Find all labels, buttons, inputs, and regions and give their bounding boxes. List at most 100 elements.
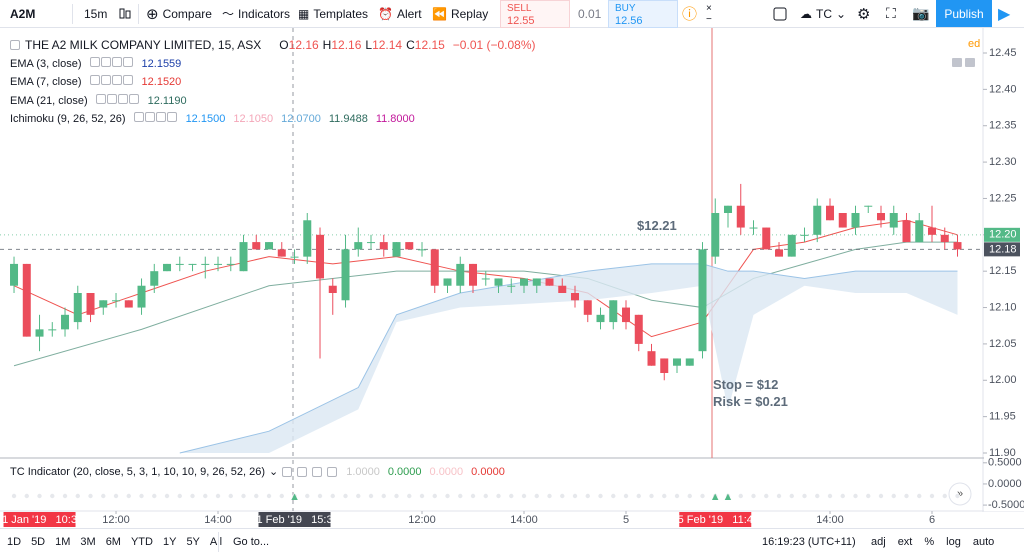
ohlc-value: 12.14 <box>372 38 403 52</box>
legend-icon <box>312 466 323 477</box>
y-tick-label: 12.25 <box>989 192 1017 204</box>
sell-label: SELL <box>507 3 532 14</box>
window-controls[interactable]: × − <box>706 0 712 27</box>
range-button[interactable]: 1Y <box>162 536 177 548</box>
indicator-value: 12.1050 <box>233 113 274 125</box>
sub-pane-value: 0.0000 <box>471 465 505 478</box>
x-tick-label: 01 Feb '19 15:30 <box>250 514 338 526</box>
x-tick-label: 05 Feb '19 11:45 <box>671 514 759 526</box>
indicator-row: EMA (3, close) 12.1559 <box>10 55 536 74</box>
account: TC <box>816 6 832 21</box>
signal-dot <box>292 493 297 499</box>
range-button[interactable]: 5D <box>31 536 46 548</box>
range-button[interactable]: 5Y <box>186 536 200 548</box>
range-button[interactable]: 1M <box>55 536 71 548</box>
play-button[interactable]: ▶ <box>998 5 1011 23</box>
signal-dot <box>853 493 858 499</box>
candle-body <box>392 242 401 257</box>
legend-icon <box>100 75 111 85</box>
legend-icon <box>100 56 111 67</box>
publish-button[interactable]: Publish <box>936 0 992 27</box>
candle-body <box>673 358 682 366</box>
scale-option[interactable]: log <box>946 536 961 548</box>
cloud-icon: ☁ <box>800 6 812 21</box>
scale-option[interactable]: adj <box>871 536 886 548</box>
sub-pane-legend: TC Indicator (20, close, 5, 3, 1, 10, 10… <box>10 465 505 479</box>
candle-body <box>660 358 669 373</box>
price-tag-label: 12.18 <box>989 243 1017 255</box>
legend-icon <box>106 93 117 104</box>
layout-button[interactable] <box>772 0 788 27</box>
legend-icon <box>89 75 100 85</box>
legend-icon <box>144 112 155 122</box>
scale-option[interactable]: auto <box>972 536 995 548</box>
indicator-icons[interactable] <box>95 92 140 111</box>
snapshot-button[interactable]: 📷 <box>912 5 930 21</box>
warning-icon[interactable]: ⓘ <box>682 6 698 23</box>
chevron: ⌄ <box>836 6 847 21</box>
replay-button[interactable]: ⏪ Replay <box>432 0 488 27</box>
settings-button[interactable]: ⚙ <box>857 5 871 23</box>
indicator-name: EMA (3, close) <box>10 57 82 70</box>
indicator-row: Ichimoku (9, 26, 52, 26) 12.1500 12.1050 12… <box>10 110 536 129</box>
sell-box[interactable]: SELL 12.55 <box>500 0 570 28</box>
y-tick-label: 12.15 <box>989 265 1017 277</box>
candle-body <box>265 242 274 250</box>
ohlc-item: L12.14 <box>365 36 402 55</box>
templates-button[interactable]: ▦ Templates <box>298 0 368 27</box>
signal-dot <box>802 493 807 499</box>
buy-box[interactable]: BUY 12.56 <box>608 0 678 28</box>
legend-icon <box>166 112 177 122</box>
scale-button[interactable] <box>952 58 962 67</box>
candle-body <box>838 213 847 228</box>
range-button[interactable]: YTD <box>130 536 153 548</box>
candles-icon <box>119 8 131 18</box>
goto-button[interactable]: Go to... <box>233 536 270 548</box>
x-tick-label: 6 <box>929 514 935 526</box>
scale-button[interactable] <box>965 58 975 67</box>
indicators-button[interactable]: 〜 Indicators <box>222 0 290 27</box>
indicator-icons[interactable] <box>89 73 134 92</box>
signal-dot <box>815 493 820 499</box>
chart-style[interactable] <box>118 0 132 27</box>
signal-dot <box>381 493 386 499</box>
candle-body <box>609 300 618 323</box>
range-button[interactable]: 6M <box>105 536 121 548</box>
symbol[interactable]: A2M <box>10 6 36 21</box>
minimize-icon: − <box>706 13 712 25</box>
candle-body <box>252 242 261 250</box>
range-button[interactable]: All <box>209 536 223 548</box>
indicator-icons[interactable] <box>89 55 134 74</box>
signal-dot <box>611 493 616 499</box>
signal-dot <box>598 493 603 499</box>
candle-body <box>316 234 325 279</box>
signal-dot <box>687 493 692 499</box>
signal-dot <box>152 493 157 499</box>
alert-button[interactable]: ⏰ Alert <box>378 0 422 27</box>
price-tag-label: 12.20 <box>989 229 1017 241</box>
label: Compare <box>162 6 212 21</box>
corner-text: ed <box>968 38 980 50</box>
range-button[interactable]: 3M <box>80 536 96 548</box>
signal-dot <box>891 493 896 499</box>
signal-dot <box>279 493 284 499</box>
interval[interactable]: 15m <box>84 6 108 21</box>
candle-body <box>647 351 656 366</box>
fullscreen-button[interactable]: ⛶ <box>886 5 896 21</box>
scroll-button[interactable] <box>948 482 972 506</box>
signal-dot <box>827 493 833 499</box>
compare-button[interactable]: ⊕ Compare <box>146 0 212 27</box>
candle-body <box>10 263 19 286</box>
sub-pane-value: 0.0000 <box>387 465 422 478</box>
indicator-name: EMA (7, close) <box>10 76 82 88</box>
scale-option[interactable]: ext <box>897 536 913 548</box>
time-crosshair-box <box>679 512 752 527</box>
candle-body <box>787 234 796 257</box>
range-button[interactable]: 1D <box>7 536 22 548</box>
signal-dot <box>483 493 488 499</box>
candle-body <box>583 300 592 315</box>
signal-dot <box>725 493 731 499</box>
account-button[interactable]: ☁ TC ⌄ <box>800 0 846 27</box>
indicator-icons[interactable] <box>133 110 178 129</box>
scale-option[interactable]: % <box>924 536 935 548</box>
